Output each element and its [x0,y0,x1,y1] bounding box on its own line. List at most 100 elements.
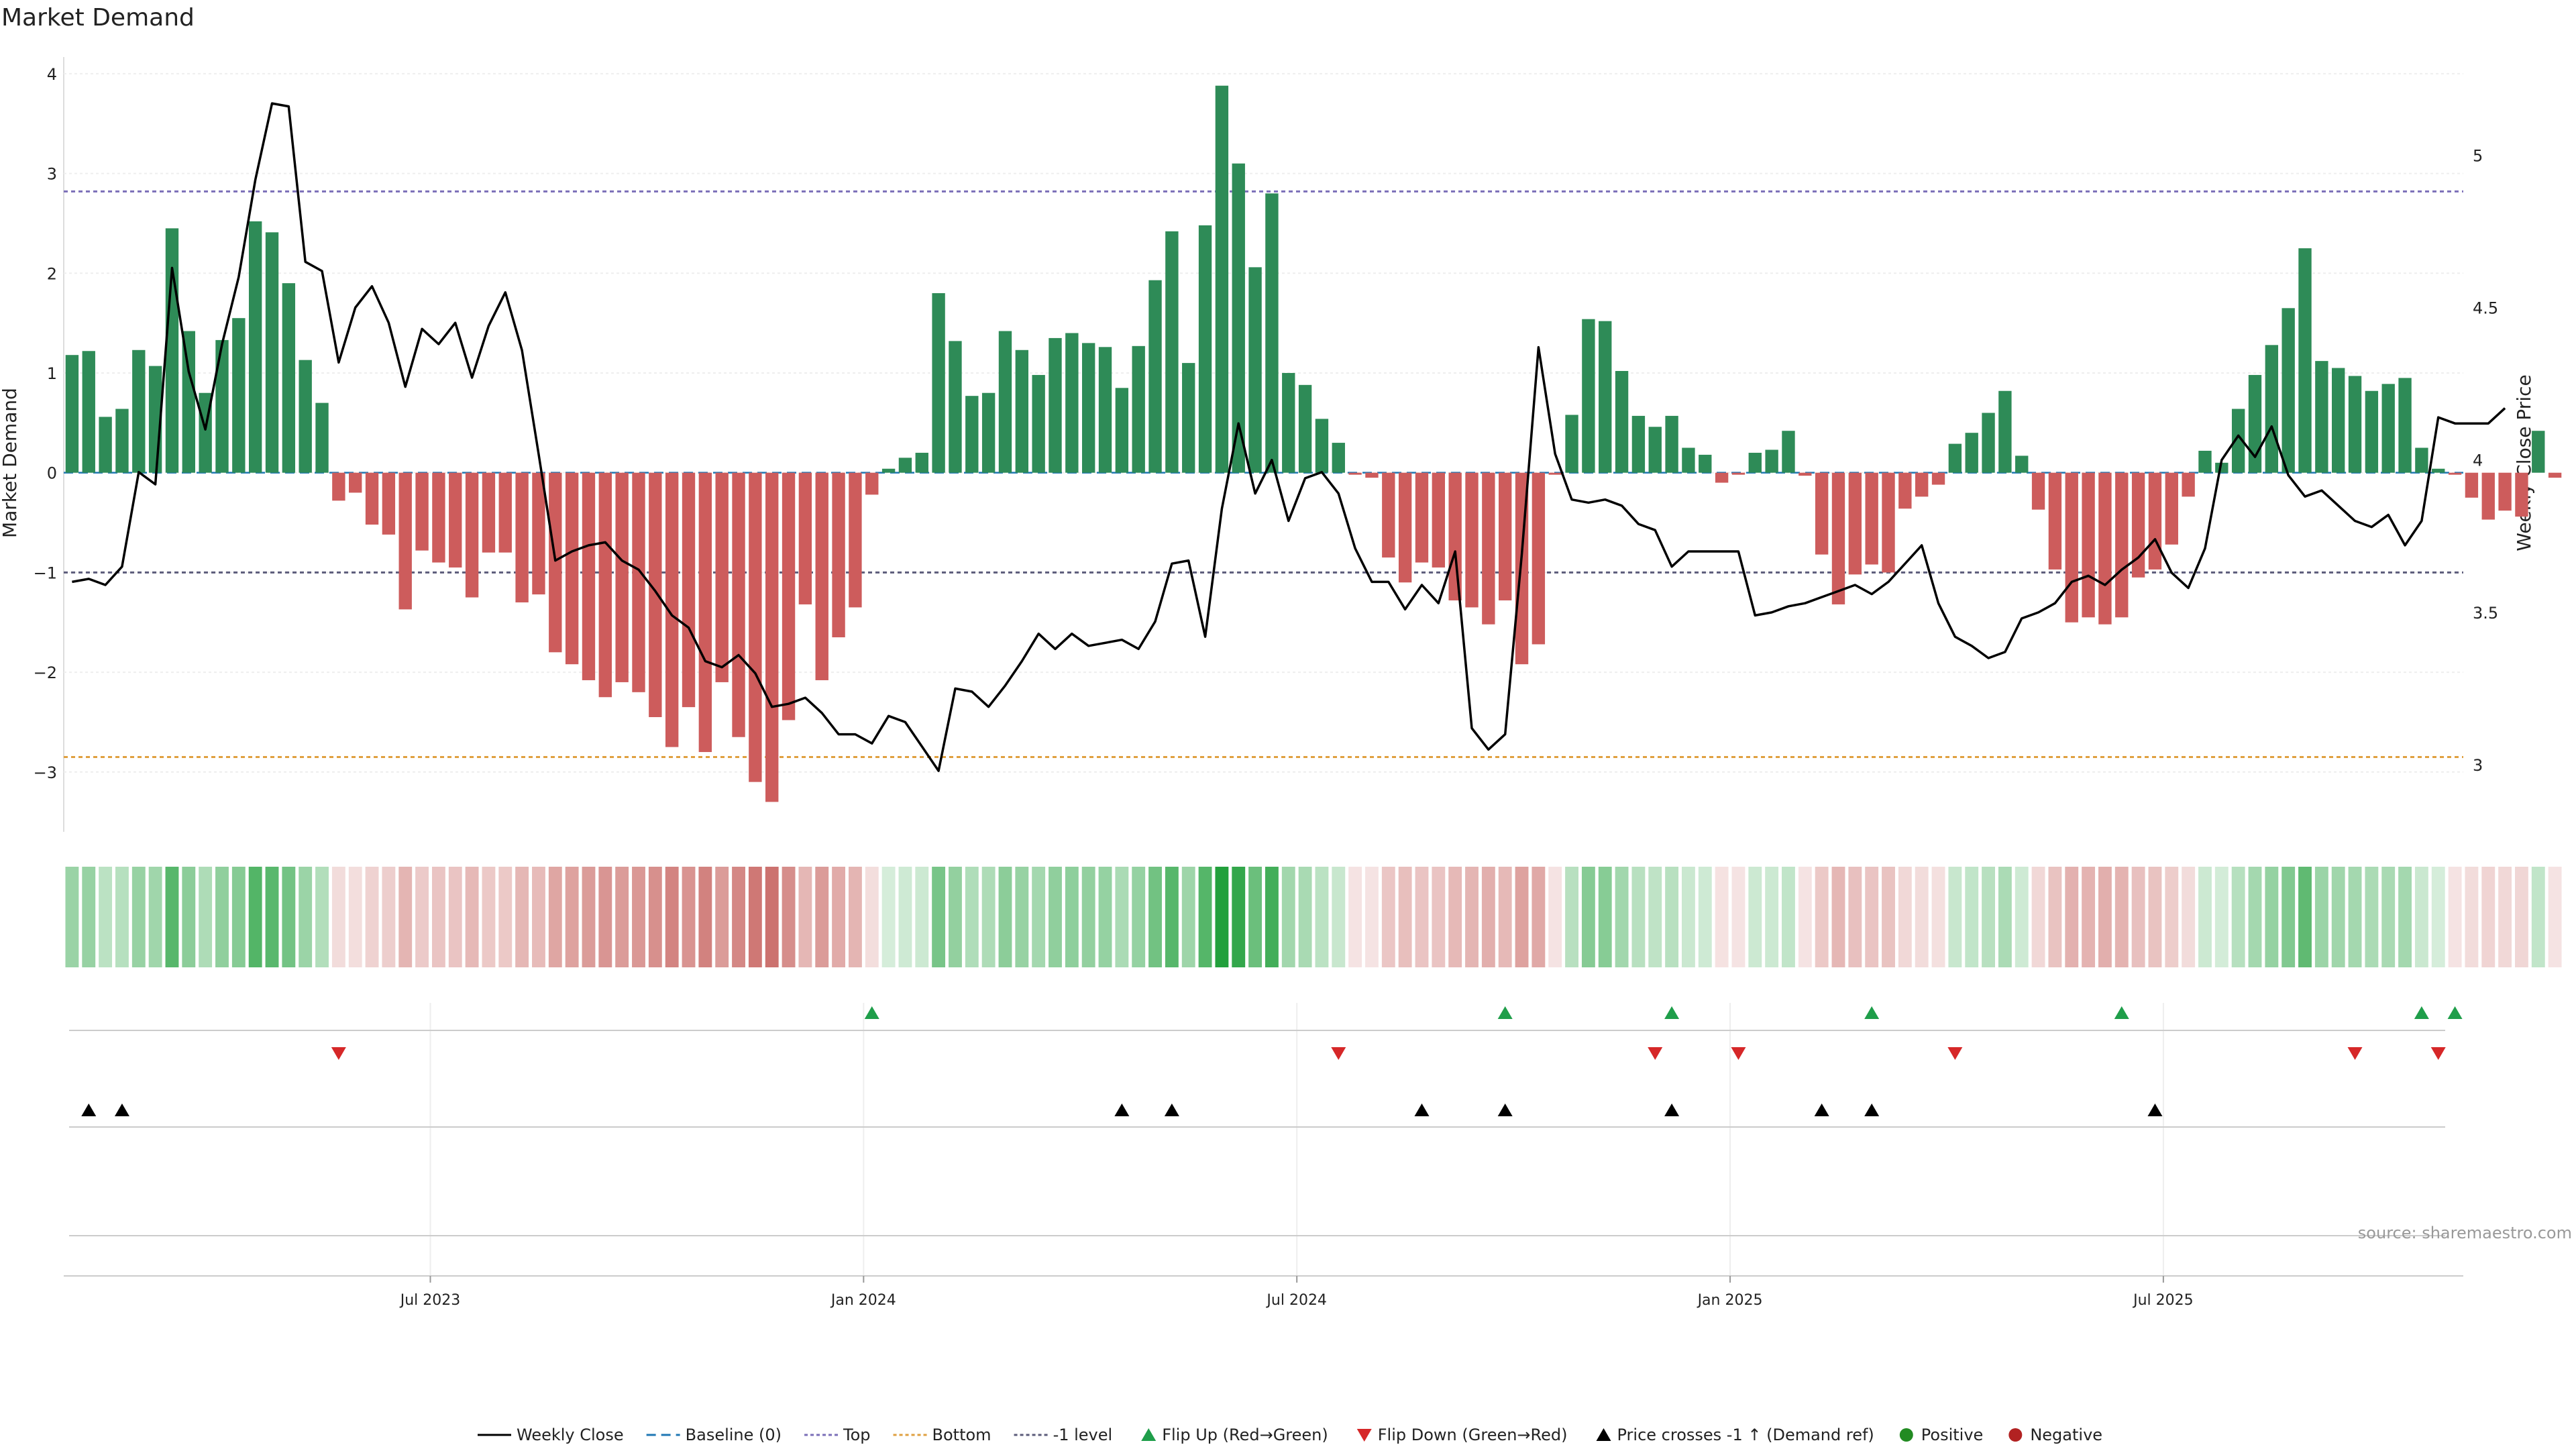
heat-cell [2548,867,2562,967]
heat-cell [2231,867,2245,967]
demand-bar [715,472,729,682]
demand-bar [1032,374,1045,473]
flip-down-marker [1331,1047,1346,1060]
demand-bar [449,472,462,568]
heat-cell [1681,867,1695,967]
heat-cell [1098,867,1112,967]
legend: Weekly Close Baseline (0) Top Bottom -1 leve… [478,1426,2102,1444]
heat-cell [782,867,796,967]
demand-bar [1898,472,1912,509]
heat-cell [2398,867,2412,967]
demand-bar [2048,472,2062,570]
demand-bar [765,472,779,802]
demand-bar [1715,472,1729,483]
heat-cell [2348,867,2362,967]
flip-down-marker [2347,1047,2363,1060]
heat-cell [732,867,745,967]
heat-cell [1815,867,1829,967]
right-tick-label: 5 [2473,146,2483,165]
heat-cell [1565,867,1578,967]
legend-swatch [1899,1428,1913,1442]
demand-bar [1432,472,1446,568]
left-tick-label: 1 [47,364,57,383]
demand-bar [1648,427,1662,473]
demand-bar [1731,472,1746,475]
heat-cell [648,867,662,967]
legend-baseline: Baseline (0) [646,1426,782,1444]
heat-cell [131,867,146,967]
demand-bar [2198,450,2212,473]
demand-bar [2515,472,2528,517]
heat-cell [1798,867,1812,967]
demand-bar [1182,363,1195,473]
demand-bar [1599,321,1612,473]
demand-bar [1198,225,1212,473]
demand-bar [698,472,712,753]
demand-bar [1165,231,1179,473]
heat-cell [265,867,279,967]
heat-cell [815,867,829,967]
demand-bar [632,472,645,692]
legend-negative: Negative [2008,1426,2102,1444]
demand-bar [1532,472,1546,645]
demand-bar [2315,361,2328,473]
demand-bar [365,472,379,525]
heat-cell [382,867,396,967]
demand-bar [1482,472,1495,625]
demand-bar [1765,449,1778,473]
demand-bar [2131,472,2145,578]
heat-cell [82,867,96,967]
heat-cell [932,867,946,967]
heat-cell [632,867,645,967]
heat-cell [515,867,529,967]
demand-bar [732,472,745,737]
heat-cell [1049,867,1062,967]
price-cross-marker [114,1104,129,1116]
flip-up-marker [2114,1006,2129,1019]
heat-cell [1165,867,1179,967]
heat-cell [1865,867,1879,967]
demand-bar [1448,472,1462,601]
legend-label: -1 level [1053,1426,1113,1444]
heat-cell [1015,867,1029,967]
demand-bar [2115,472,2129,618]
heat-cell [2131,867,2145,967]
demand-bar [798,472,812,604]
demand-bar [99,417,112,473]
heat-cell [949,867,962,967]
demand-bars [65,85,2562,802]
heat-cell [448,867,462,967]
heat-cell [1081,867,1095,967]
heat-cell [2114,867,2129,967]
legend-positive: Positive [1899,1426,1983,1444]
heat-cell [2031,867,2045,967]
demand-bar [1365,472,1379,478]
x-tick-labels: Jul 2023 Jan 2024 Jul 2024 Jan 2025 Jul 2025 [399,1276,2194,1309]
legend-label: Top [843,1426,871,1444]
demand-bar [815,472,828,680]
heat-cell [431,867,445,967]
flip-up-marker [1497,1006,1513,1019]
heat-cell [1198,867,1212,967]
demand-bar [2548,472,2562,478]
demand-bar [432,472,445,563]
heat-cell [282,867,296,967]
demand-bar [1865,472,1878,565]
demand-bar [1965,433,1978,473]
heat-cell [1248,867,1263,967]
heat-cell [1332,867,1346,967]
demand-bar [2432,468,2445,473]
heat-cell [1982,867,1995,967]
heat-cell [2481,867,2496,967]
flip-down-marker [2430,1047,2446,1060]
heat-cell [348,867,362,967]
demand-bar [1548,472,1562,475]
demand-bar [2298,248,2312,473]
demand-bar [1298,384,1312,473]
heat-cell [365,867,379,967]
heat-cell [315,867,329,967]
legend-weekly-close: Weekly Close [478,1426,624,1444]
legend-swatch [1141,1428,1157,1441]
legend-label: Bottom [932,1426,991,1444]
demand-bar [1265,193,1279,473]
